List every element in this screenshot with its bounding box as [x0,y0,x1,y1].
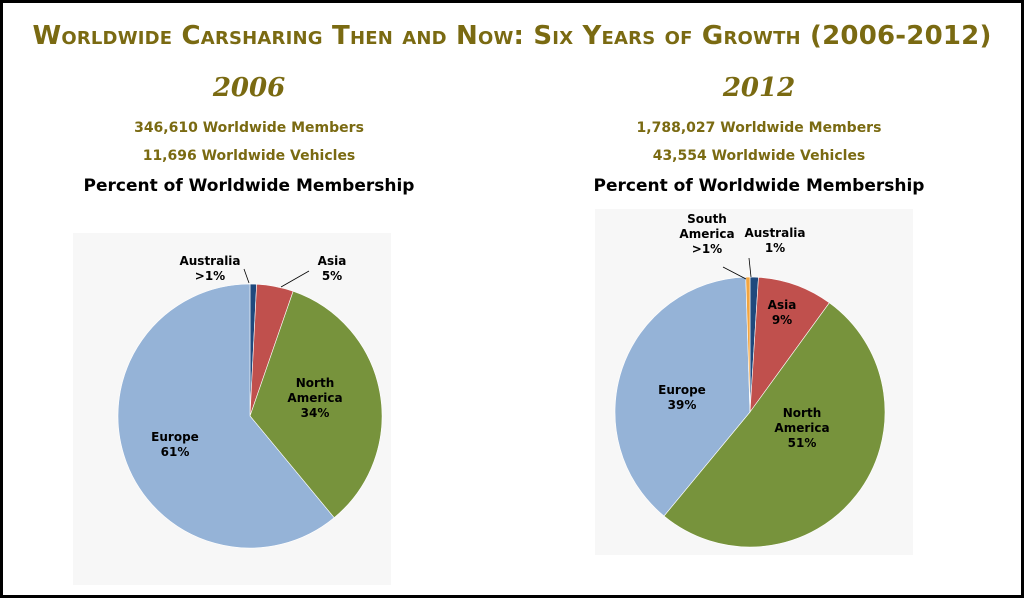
pie-2006-label-north-america-line: 34% [301,406,330,420]
pie-2006-label-north-america-line: America [287,391,342,405]
pie-2012-label-europe-line: Europe [658,383,706,397]
pie-2012-slice-europe [614,276,751,517]
panel-2006-subtitle: Percent of Worldwide Membership [83,176,415,196]
pie-2006-label-australia-line: >1% [195,269,225,283]
pie-2012-label-asia-line: Asia [768,298,797,312]
pie-2012-label-south-america-line: >1% [692,242,722,256]
pie-2006-leader-australia [243,268,250,284]
pie-2012-label-australia-line: 1% [765,241,785,255]
pie-2012-label-north-america-line: North [783,406,821,420]
panel-2006-vehicles: 11,696 Worldwide Vehicles [142,148,356,164]
pie-2012-label-south-america-line: South [687,212,727,226]
pie-2012-leader-south-america [722,266,747,280]
pie-2006-label-north-america-line: North [296,376,334,390]
pie-2006-slice-europe [117,283,335,549]
pie-2012-label-europe-line: 39% [668,398,697,412]
pie-2006-label-australia-line: Australia [179,254,240,268]
pie-2006-slice-north-america [249,290,383,519]
panel-2012-members: 1,788,027 Worldwide Members [636,120,882,136]
pie-2006-label-europe-line: 61% [161,445,190,459]
pie-2012-label-north-america-line: 51% [788,436,817,450]
pie-2012-label-australia: Australia 1% [744,226,805,255]
pie-2006-label-asia-line: 5% [322,269,342,283]
chart-2012-pie: Australia 1%Asia 9%North America 51%Europe 39… [614,212,886,548]
pie-2006-label-europe-line: Europe [151,430,199,444]
pie-2012-label-asia-line: 9% [772,313,792,327]
pie-2012-label-south-america: South America >1% [679,212,734,256]
pie-2012-label-north-america: North America 51% [774,406,829,450]
pie-2012-label-south-america-line: America [679,227,734,241]
pie-2012-label-europe: Europe 39% [658,383,706,412]
pie-2006-label-north-america: North America 34% [287,376,342,420]
pie-2012-slice-south-america [745,276,751,413]
pie-2012-slice-north-america [663,302,886,548]
panel-2006-members: 346,610 Worldwide Members [134,120,364,136]
panel-2012-subtitle: Percent of Worldwide Membership [593,176,925,196]
pie-2012-label-australia-line: Australia [744,226,805,240]
panel-2006-year: 2006 [212,73,286,103]
pie-2012-leader-australia [748,257,752,278]
pie-2012-label-north-america-line: America [774,421,829,435]
pie-2006-label-australia: Australia >1% [179,254,240,283]
panel-2012-vehicles: 43,554 Worldwide Vehicles [652,148,866,164]
pie-2006-label-asia: Asia 5% [318,254,347,283]
pie-2006-leader-asia [280,270,310,288]
pie-2006-label-asia-line: Asia [318,254,347,268]
main-title: Worldwide Carsharing Then and Now: Six Y… [32,21,992,51]
panel-2012-year: 2012 [722,73,796,103]
pie-2012-label-asia: Asia 9% [768,298,797,327]
chart-2006-pie: Australia >1% Asia 5% North America 34% Europe 6… [117,254,383,549]
pie-2006-label-europe: Europe 61% [151,430,199,459]
